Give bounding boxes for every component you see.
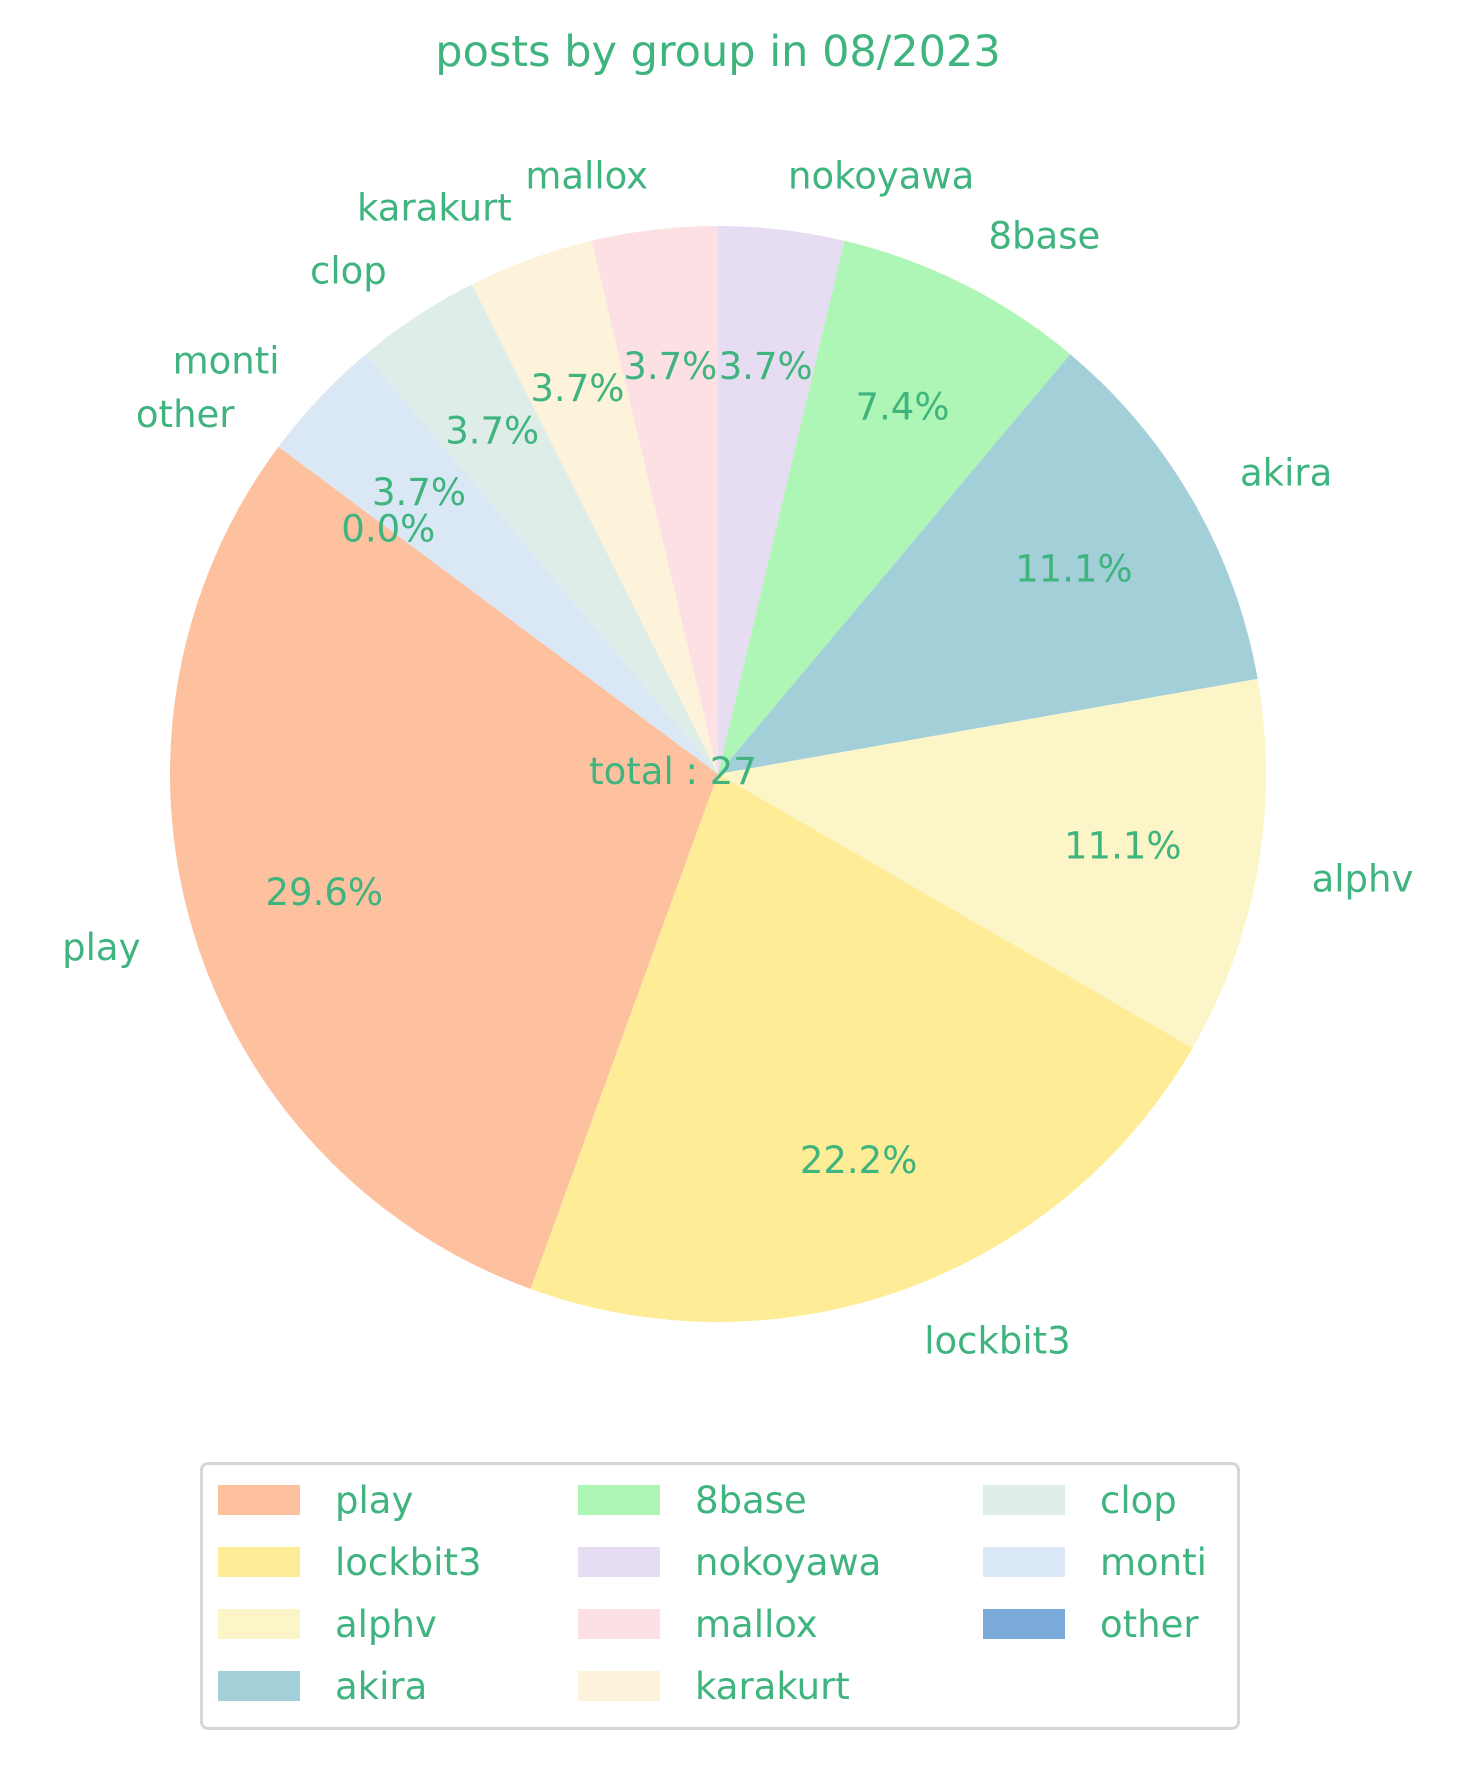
- legend-item-play: play: [218, 1479, 413, 1522]
- legend-swatch: [578, 1547, 660, 1577]
- legend-label: mallox: [695, 1602, 818, 1646]
- legend-label: other: [1100, 1602, 1199, 1646]
- slice-label-nokoyawa: nokoyawa: [788, 154, 974, 197]
- pie-slice-play: [170, 446, 719, 1289]
- legend-label: clop: [1100, 1478, 1177, 1522]
- pie-slice-8base: [718, 240, 1071, 774]
- legend-item-mallox: mallox: [578, 1603, 818, 1646]
- slice-percent-lockbit3: 22.2%: [800, 1139, 918, 1182]
- legend-swatch: [578, 1609, 660, 1639]
- legend-swatch: [218, 1609, 300, 1639]
- slice-percent-karakurt: 3.7%: [530, 367, 624, 410]
- slice-percent-nokoyawa: 3.7%: [719, 345, 813, 388]
- legend-swatch: [983, 1485, 1065, 1515]
- legend-swatch: [983, 1609, 1065, 1639]
- legend-swatch: [218, 1547, 300, 1577]
- pie-slice-lockbit3: [530, 774, 1193, 1322]
- slice-label-8base: 8base: [989, 214, 1101, 257]
- slice-label-mallox: mallox: [525, 154, 648, 197]
- slice-label-alphv: alphv: [1312, 858, 1414, 901]
- slice-percent-play: 29.6%: [266, 871, 384, 914]
- slice-percent-mallox: 3.7%: [623, 345, 717, 388]
- legend-item-other: other: [983, 1603, 1199, 1646]
- legend-swatch: [218, 1671, 300, 1701]
- slice-percent-monti: 3.7%: [372, 471, 466, 514]
- legend-label: karakurt: [695, 1664, 850, 1708]
- slice-percent-other: 0.0%: [341, 508, 435, 551]
- legend-item-alphv: alphv: [218, 1603, 437, 1646]
- pie-labels: nokoyawa 3.7% 8base 7.4% akira 11.1% alphv 11.1…: [62, 154, 1413, 1362]
- legend-label: play: [335, 1478, 414, 1522]
- slice-label-karakurt: karakurt: [357, 187, 512, 230]
- legend: play lockbit3 alphv akira 8base nokoyawa mallo…: [200, 1462, 1240, 1730]
- pie-slice-akira: [718, 354, 1258, 774]
- slice-percent-8base: 7.4%: [856, 386, 950, 429]
- pie-slice-nokoyawa: [718, 226, 845, 774]
- slice-label-other: other: [136, 393, 235, 436]
- legend-item-nokoyawa: nokoyawa: [578, 1541, 881, 1584]
- legend-label: monti: [1100, 1540, 1207, 1584]
- legend-swatch: [578, 1671, 660, 1701]
- center-total-label: total : 27: [589, 750, 757, 793]
- slice-label-clop: clop: [310, 249, 387, 292]
- legend-item-karakurt: karakurt: [578, 1665, 850, 1708]
- pie-slice-mallox: [591, 226, 718, 774]
- legend-swatch: [983, 1547, 1065, 1577]
- legend-item-lockbit3: lockbit3: [218, 1541, 482, 1584]
- legend-label: lockbit3: [335, 1540, 482, 1584]
- pie-slice-karakurt: [472, 240, 718, 774]
- slice-label-akira: akira: [1240, 452, 1332, 495]
- pie-slice-alphv: [718, 678, 1266, 1048]
- legend-item-akira: akira: [218, 1665, 427, 1708]
- slice-label-monti: monti: [173, 339, 280, 382]
- chart-title: posts by group in 08/2023: [435, 27, 1000, 77]
- legend-swatch: [218, 1485, 300, 1515]
- legend-label: nokoyawa: [695, 1540, 882, 1584]
- legend-item-monti: monti: [983, 1541, 1207, 1584]
- legend-label: 8base: [695, 1478, 807, 1522]
- legend-item-clop: clop: [983, 1479, 1177, 1522]
- pie-slices: [170, 226, 1266, 1322]
- slice-percent-clop: 3.7%: [445, 410, 539, 453]
- legend-label: akira: [335, 1664, 428, 1708]
- legend-label: alphv: [335, 1602, 437, 1646]
- slice-label-lockbit3: lockbit3: [924, 1319, 1071, 1362]
- legend-swatch: [578, 1485, 660, 1515]
- slice-percent-akira: 11.1%: [1015, 548, 1133, 591]
- pie-slice-clop: [365, 284, 718, 774]
- pie-slice-monti: [278, 354, 718, 774]
- slice-label-play: play: [62, 926, 140, 969]
- legend-item-8base: 8base: [578, 1479, 807, 1522]
- slice-percent-alphv: 11.1%: [1064, 824, 1182, 867]
